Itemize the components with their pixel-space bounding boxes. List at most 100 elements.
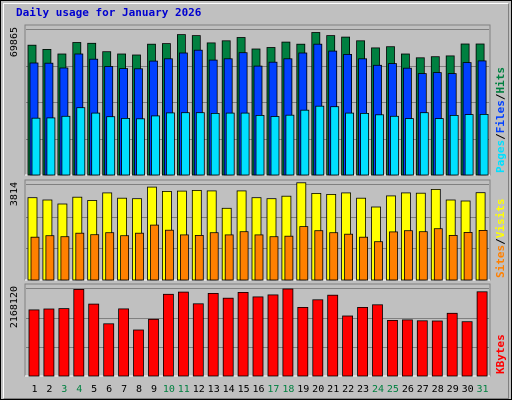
x-tick-label-day-10: 10 bbox=[163, 384, 175, 395]
bar-sites-day-23 bbox=[359, 236, 369, 281]
x-tick-label-day-6: 6 bbox=[106, 384, 112, 395]
x-tick-label-day-17: 17 bbox=[267, 384, 279, 395]
bar-kbytes-day-2 bbox=[43, 308, 55, 377]
bar-kbytes-day-8 bbox=[133, 329, 144, 377]
bar-sites-day-29 bbox=[448, 234, 458, 281]
bar-kbytes-day-16 bbox=[252, 296, 264, 377]
bar-pages-day-16 bbox=[255, 115, 265, 176]
bar-sites-day-16 bbox=[254, 234, 264, 281]
bar-sites-day-24 bbox=[374, 241, 383, 281]
bar-pages-day-4 bbox=[76, 107, 86, 176]
x-tick-label-day-27: 27 bbox=[417, 384, 429, 395]
x-tick-label-day-7: 7 bbox=[121, 384, 127, 395]
bar-sites-day-18 bbox=[284, 235, 294, 281]
bar-pages-day-25 bbox=[390, 115, 399, 176]
bar-kbytes-day-11 bbox=[177, 291, 189, 377]
bar-sites-day-4 bbox=[75, 232, 85, 281]
bar-pages-day-22 bbox=[345, 112, 355, 176]
bar-pages-day-29 bbox=[449, 115, 459, 176]
bar-kbytes-day-26 bbox=[401, 319, 413, 377]
x-tick-label-day-30: 30 bbox=[462, 384, 474, 395]
legend-separator: / bbox=[494, 133, 507, 140]
x-tick-label-day-28: 28 bbox=[432, 384, 444, 395]
bar-kbytes-day-15 bbox=[237, 291, 249, 377]
bar-sites-day-25 bbox=[389, 231, 398, 281]
bar-kbytes-day-18 bbox=[282, 288, 294, 377]
bar-pages-day-9 bbox=[151, 115, 160, 176]
bar-kbytes-day-3 bbox=[58, 308, 70, 377]
bar-sites-day-31 bbox=[478, 229, 488, 281]
bar-sites-day-17 bbox=[269, 236, 279, 281]
bar-pages-day-21 bbox=[330, 106, 340, 176]
legend-hits_files_pages: Pages/Files/Hits bbox=[494, 67, 507, 173]
bar-sites-day-14 bbox=[224, 234, 234, 281]
bar-sites-day-13 bbox=[209, 232, 219, 281]
bar-pages-day-30 bbox=[464, 114, 474, 176]
bar-sites-day-5 bbox=[90, 234, 100, 281]
x-tick-label-day-4: 4 bbox=[76, 384, 82, 395]
bar-kbytes-day-10 bbox=[162, 293, 174, 377]
bar-kbytes-day-30 bbox=[461, 321, 473, 377]
bar-pages-day-1 bbox=[31, 117, 41, 176]
bar-pages-day-31 bbox=[479, 114, 489, 176]
bar-pages-day-27 bbox=[419, 112, 429, 176]
y-max-label-kbytes: 2168120 bbox=[9, 286, 20, 328]
x-tick-label-day-1: 1 bbox=[31, 384, 37, 395]
bar-kbytes-day-31 bbox=[476, 291, 488, 377]
x-tick-label-day-25: 25 bbox=[387, 384, 399, 395]
bar-pages-day-7 bbox=[121, 118, 130, 176]
legend-separator: / bbox=[494, 93, 507, 100]
bar-pages-day-28 bbox=[434, 118, 444, 176]
legend-kbytes: KBytes bbox=[494, 334, 507, 374]
legend-label-visits: Visits bbox=[494, 199, 507, 239]
bar-sites-day-2 bbox=[45, 235, 55, 281]
bar-pages-day-17 bbox=[270, 116, 280, 176]
legend-label-sites: Sites bbox=[494, 245, 507, 278]
x-tick-label-day-2: 2 bbox=[46, 384, 52, 395]
bar-kbytes-day-28 bbox=[431, 320, 443, 377]
bar-pages-day-14 bbox=[225, 112, 235, 176]
bar-sites-day-6 bbox=[105, 232, 115, 281]
legend-label-files: Files bbox=[494, 100, 507, 133]
bar-sites-day-8 bbox=[135, 232, 144, 281]
x-tick-label-day-26: 26 bbox=[402, 384, 414, 395]
bar-pages-day-8 bbox=[136, 118, 145, 176]
x-tick-label-day-18: 18 bbox=[282, 384, 294, 395]
y-max-label-visits_sites: 3814 bbox=[9, 182, 20, 206]
x-tick-label-day-3: 3 bbox=[61, 384, 67, 395]
bar-pages-day-18 bbox=[285, 114, 295, 176]
bar-pages-day-11 bbox=[180, 112, 190, 176]
x-tick-label-day-11: 11 bbox=[178, 384, 190, 395]
x-tick-label-day-20: 20 bbox=[312, 384, 324, 395]
legend-separator: / bbox=[494, 238, 507, 245]
bar-kbytes-day-22 bbox=[342, 315, 354, 377]
x-tick-label-day-5: 5 bbox=[91, 384, 97, 395]
bar-pages-day-5 bbox=[91, 112, 101, 176]
bar-sites-day-28 bbox=[433, 228, 443, 281]
bar-sites-day-7 bbox=[120, 235, 129, 281]
bar-pages-day-13 bbox=[210, 113, 220, 176]
y-max-label-hits_files_pages: 69865 bbox=[9, 27, 20, 57]
x-tick-label-day-12: 12 bbox=[193, 384, 205, 395]
bar-kbytes-day-12 bbox=[192, 303, 204, 377]
x-tick-label-day-24: 24 bbox=[372, 384, 384, 395]
x-tick-label-day-23: 23 bbox=[357, 384, 369, 395]
bar-kbytes-day-6 bbox=[103, 323, 115, 377]
legend-visits_sites: Sites/Visits bbox=[494, 199, 507, 279]
bar-pages-day-12 bbox=[195, 112, 205, 176]
x-tick-label-day-8: 8 bbox=[136, 384, 142, 395]
bar-kbytes-day-9 bbox=[148, 318, 159, 377]
bar-sites-day-3 bbox=[60, 236, 70, 281]
bar-sites-day-15 bbox=[239, 231, 249, 281]
bar-pages-day-15 bbox=[240, 112, 250, 176]
x-tick-label-day-15: 15 bbox=[238, 384, 250, 395]
x-tick-label-day-9: 9 bbox=[151, 384, 157, 395]
legend-label-hits: Hits bbox=[494, 67, 507, 94]
bar-pages-day-24 bbox=[375, 114, 384, 176]
x-tick-label-day-22: 22 bbox=[342, 384, 354, 395]
bar-pages-day-19 bbox=[300, 109, 310, 176]
x-tick-label-day-14: 14 bbox=[223, 384, 235, 395]
bar-pages-day-10 bbox=[165, 112, 175, 176]
bar-sites-day-27 bbox=[418, 231, 428, 281]
